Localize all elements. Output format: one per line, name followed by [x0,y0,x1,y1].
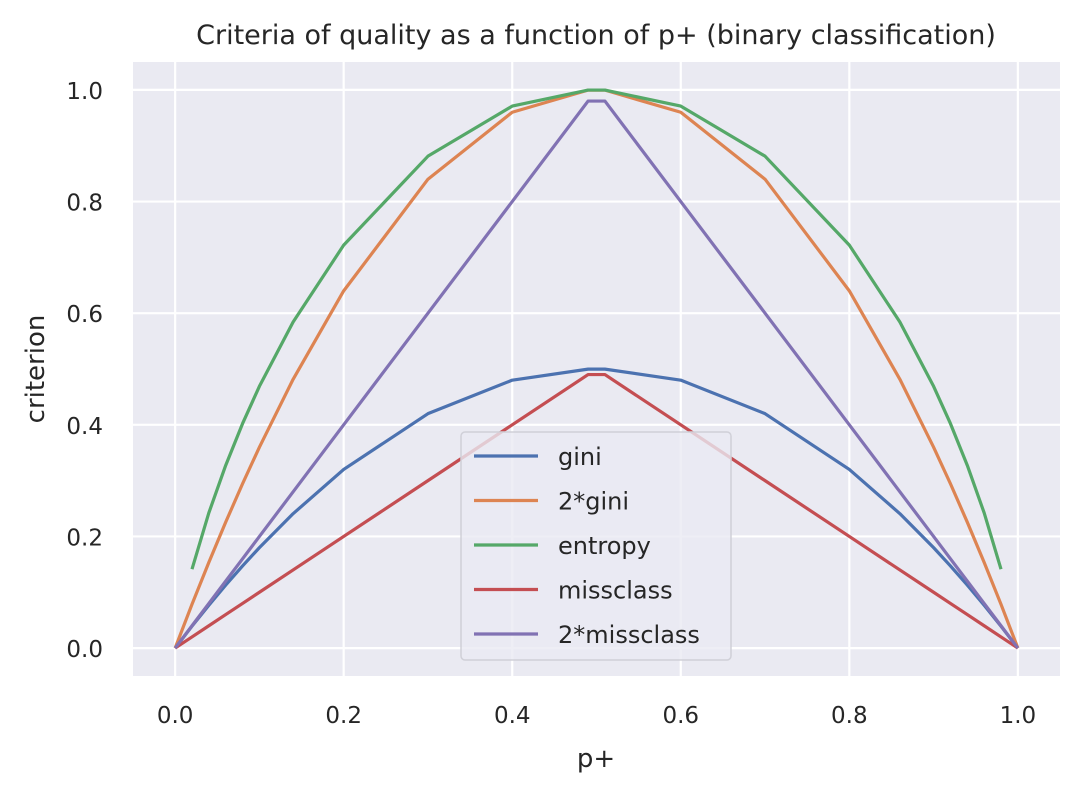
x-axis-label: p+ [577,744,615,774]
x-tick-label: 0.8 [831,703,868,729]
y-tick-label: 0.8 [66,191,103,217]
x-tick-label: 0.0 [157,703,194,729]
legend-label: missclass [558,577,673,605]
x-tick-label: 0.6 [662,703,699,729]
legend-label: gini [558,443,602,471]
legend-label: 2*missclass [558,621,700,649]
legend-label: 2*gini [558,488,629,516]
legend-label: entropy [558,532,651,560]
y-tick-label: 0.0 [66,637,103,663]
legend: gini 2*gini entropy missclass 2*missclass [460,431,732,661]
legend-box [460,431,732,661]
x-tick-label: 0.4 [494,703,531,729]
tick-labels: 0.0 0.2 0.4 0.6 0.8 1.0 0.0 0.2 0.4 0.6 0.8 1.0 [66,79,1036,729]
grid [133,62,1060,676]
x-tick-label: 0.2 [325,703,362,729]
y-tick-label: 0.2 [66,525,103,551]
y-tick-label: 0.6 [66,302,103,328]
series-line-gini [173,367,1020,650]
y-tick-label: 0.4 [66,414,103,440]
y-axis-label: criterion [21,315,51,424]
x-tick-label: 1.0 [1000,703,1037,729]
series-lines [173,88,1020,650]
series-line-missclass [174,372,1019,650]
chart-title: Criteria of quality as a function of p+ … [196,20,996,51]
series-line-entropy [190,88,1003,570]
series-line-2xmissclass [173,99,1020,650]
y-tick-label: 1.0 [66,79,103,105]
